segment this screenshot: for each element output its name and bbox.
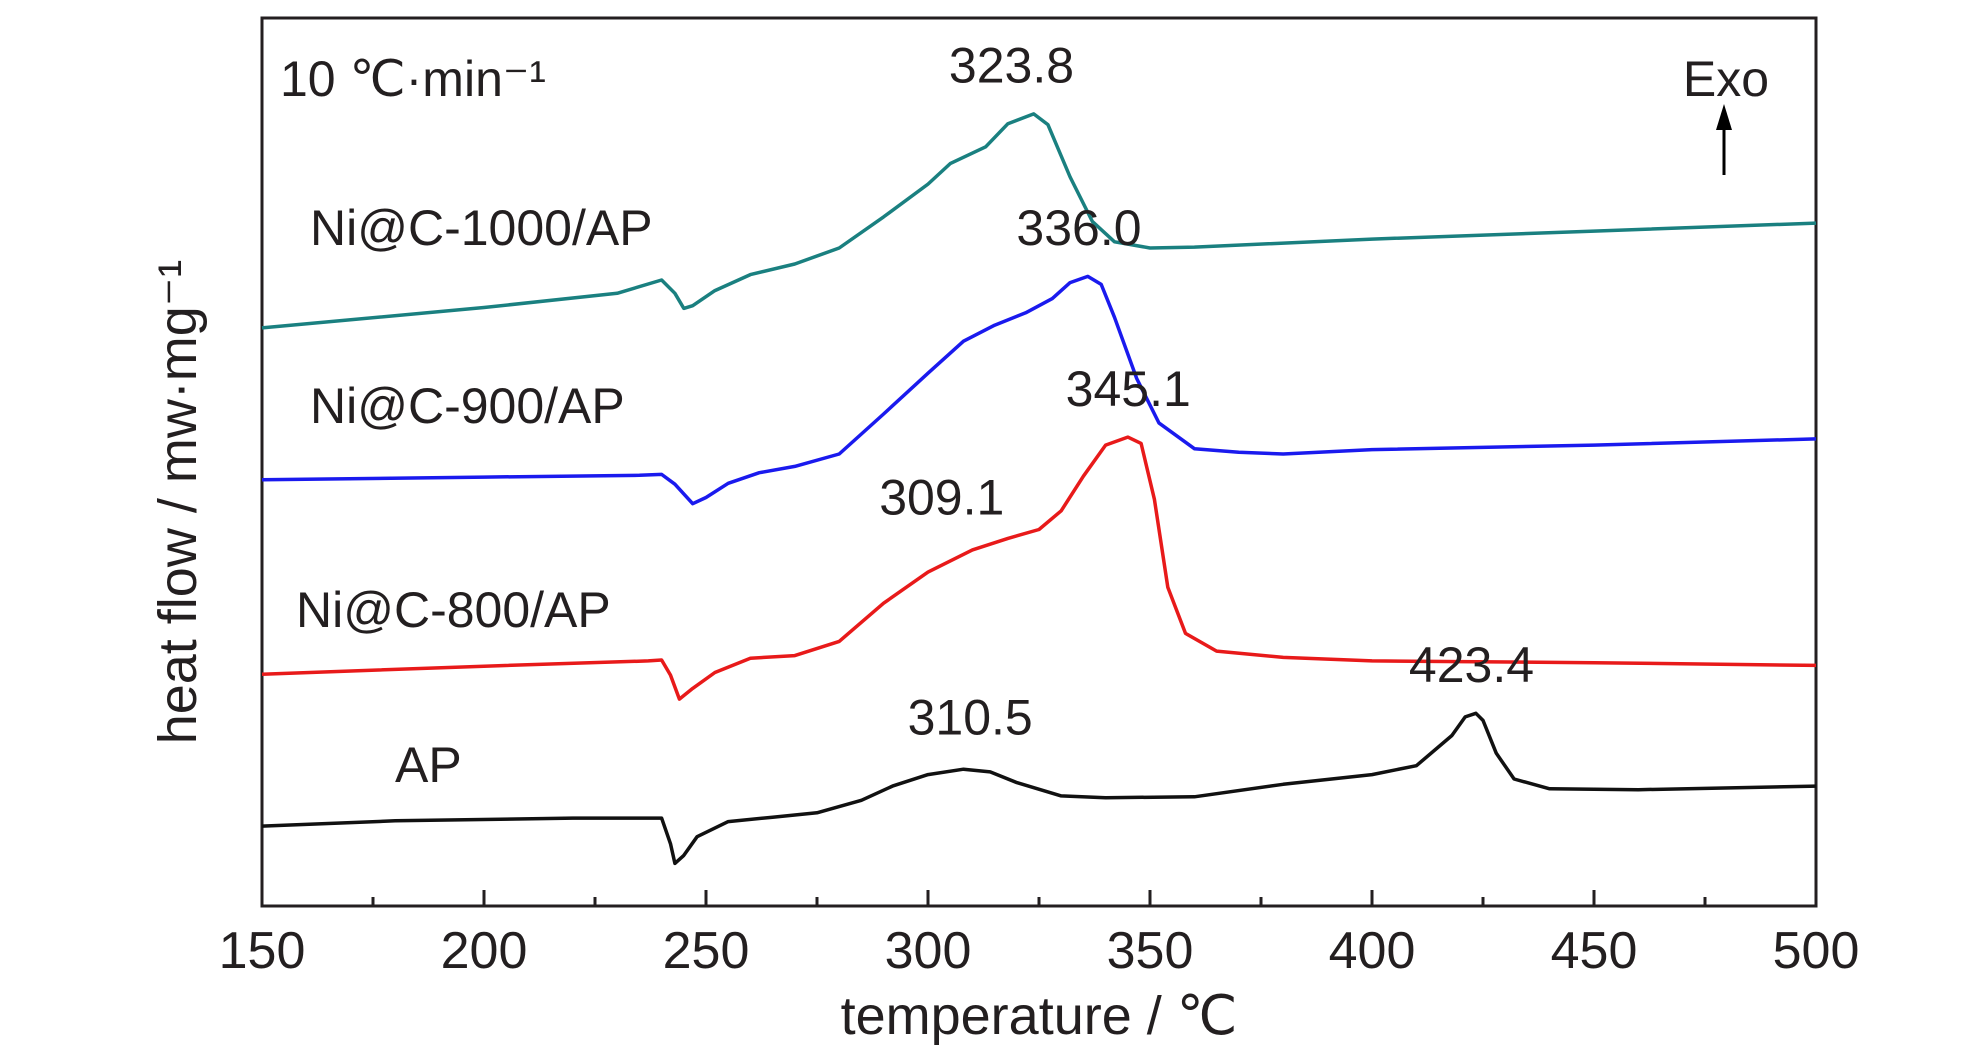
peak-label: 423.4 (1409, 637, 1534, 693)
series-label-ni-c-800-ap: Ni@C-800/AP (296, 582, 611, 638)
x-tick-label: 400 (1329, 922, 1416, 980)
y-axis-title: heat flow / mw·mg⁻¹ (148, 260, 208, 745)
series-label-ni-c-900-ap: Ni@C-900/AP (310, 378, 625, 434)
x-axis-tick-labels: 150 200 250 300 350 400 450 500 (219, 922, 1860, 980)
series-line-ni-c-800-ap (261, 435, 1817, 701)
series-lines (261, 112, 1817, 866)
peak-label: 309.1 (879, 469, 1004, 525)
series-label-ni-c-1000-ap: Ni@C-1000/AP (310, 200, 653, 256)
x-tick-label: 300 (885, 922, 972, 980)
series-line-ni-c-1000-ap (261, 112, 1817, 330)
peak-label: 336.0 (1016, 200, 1141, 256)
heating-rate-label: 10 ℃·min⁻¹ (280, 51, 546, 107)
x-axis-ticks (260, 890, 1818, 906)
series-line-ap (261, 711, 1817, 866)
x-tick-label: 150 (219, 922, 306, 980)
series-label-ap: AP (395, 737, 462, 793)
exo-arrow-icon (1716, 104, 1732, 175)
x-tick-label: 250 (663, 922, 750, 980)
x-tick-label: 200 (441, 922, 528, 980)
series-labels: Ni@C-1000/AP Ni@C-900/AP Ni@C-800/AP AP (296, 200, 653, 793)
peak-label: 310.5 (908, 690, 1033, 746)
peak-label: 345.1 (1066, 361, 1191, 417)
exo-label: Exo (1683, 51, 1769, 107)
peak-annotations: 323.8 336.0 345.1 309.1 310.5 423.4 (879, 38, 1534, 746)
series-line-ni-c-900-ap (261, 274, 1817, 506)
plot-frame (260, 16, 1818, 908)
x-tick-label: 450 (1551, 922, 1638, 980)
x-axis-title: temperature / ℃ (841, 986, 1238, 1046)
peak-label: 323.8 (949, 38, 1074, 94)
x-tick-label: 500 (1773, 922, 1860, 980)
x-tick-label: 350 (1107, 922, 1194, 980)
